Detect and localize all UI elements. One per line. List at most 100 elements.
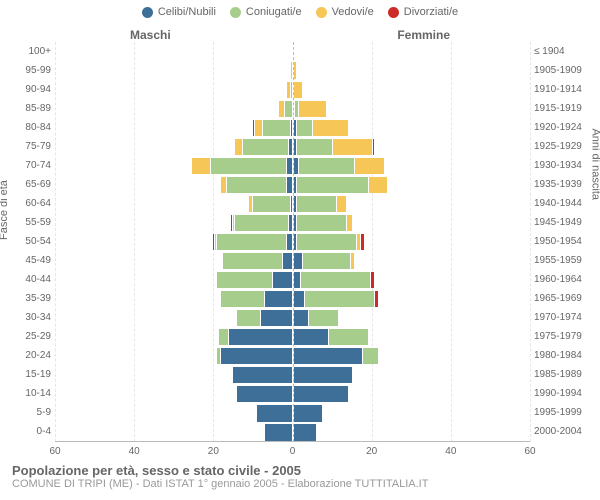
- age-label: 65-69: [18, 180, 51, 190]
- age-label: 15-19: [18, 370, 51, 380]
- bar-segment: [192, 158, 212, 174]
- male-label: Maschi: [130, 28, 171, 42]
- female-side: [293, 62, 531, 78]
- bar-segment: [243, 139, 289, 155]
- female-side: [293, 82, 531, 98]
- x-tick-label: 60: [49, 446, 60, 457]
- bar-segment: [211, 158, 286, 174]
- x-tick-label: 40: [129, 446, 140, 457]
- bar-segment: [221, 291, 265, 307]
- age-label: 90-94: [18, 85, 51, 95]
- year-label: 1935-1939: [534, 180, 582, 190]
- female-side: [293, 329, 531, 345]
- year-label: 1915-1919: [534, 104, 582, 114]
- male-side: [55, 424, 293, 440]
- x-axis: [55, 441, 530, 442]
- male-side: [55, 386, 293, 402]
- age-label: 80-84: [18, 123, 51, 133]
- female-side: [293, 367, 531, 383]
- year-label: 1945-1949: [534, 218, 582, 228]
- legend-label: Coniugati/e: [246, 6, 302, 18]
- legend-swatch: [316, 7, 327, 18]
- bar-segment: [368, 177, 388, 193]
- female-side: [293, 43, 531, 59]
- y-axis-right-title: Anni di nascita: [590, 128, 600, 200]
- x-tick-label: 60: [524, 446, 535, 457]
- bar-segment: [308, 310, 338, 326]
- x-tick-label: 0: [290, 446, 296, 457]
- bar-segment: [312, 120, 348, 136]
- legend: Celibi/NubiliConiugati/eVedovi/eDivorzia…: [0, 6, 600, 18]
- male-side: [55, 310, 293, 326]
- female-side: [293, 158, 531, 174]
- x-tick-label: 40: [445, 446, 456, 457]
- male-side: [55, 405, 293, 421]
- female-side: [293, 196, 531, 212]
- female-side: [293, 310, 531, 326]
- bar-segment: [350, 253, 354, 269]
- x-tick-label: 20: [208, 446, 219, 457]
- male-side: [55, 367, 293, 383]
- bar-segment: [293, 291, 305, 307]
- age-label: 75-79: [18, 142, 51, 152]
- bar-segment: [217, 272, 272, 288]
- age-label: 5-9: [18, 408, 51, 418]
- legend-label: Celibi/Nubili: [158, 6, 216, 18]
- bar-segment: [261, 310, 293, 326]
- bar-segment: [293, 272, 301, 288]
- bar-segment: [362, 348, 378, 364]
- male-side: [55, 291, 293, 307]
- year-label: 1985-1989: [534, 370, 582, 380]
- male-side: [55, 253, 293, 269]
- bar-segment: [227, 177, 286, 193]
- bar-segment: [253, 196, 291, 212]
- legend-item: Celibi/Nubili: [142, 6, 216, 18]
- male-side: [55, 177, 293, 193]
- bar-segment: [302, 253, 350, 269]
- year-label: ≤ 1904: [534, 47, 565, 57]
- female-side: [293, 234, 531, 250]
- bar-segment: [354, 158, 384, 174]
- bar-segment: [217, 234, 286, 250]
- age-label: 95-99: [18, 66, 51, 76]
- age-label: 60-64: [18, 199, 51, 209]
- bar-segment: [293, 329, 329, 345]
- bar-segment: [296, 234, 355, 250]
- age-label: 100+: [18, 47, 51, 57]
- male-side: [55, 120, 293, 136]
- male-side: [55, 62, 293, 78]
- year-label: 1910-1914: [534, 85, 582, 95]
- male-side: [55, 329, 293, 345]
- age-label: 35-39: [18, 294, 51, 304]
- legend-item: Divorziati/e: [388, 6, 458, 18]
- bar-segment: [273, 272, 293, 288]
- year-label: 2000-2004: [534, 427, 582, 437]
- bar-segment: [293, 82, 303, 98]
- bar-segment: [233, 367, 292, 383]
- age-label: 40-44: [18, 275, 51, 285]
- bar-segment: [298, 101, 326, 117]
- year-label: 1920-1924: [534, 123, 582, 133]
- bar-segment: [235, 139, 243, 155]
- bar-segment: [336, 196, 346, 212]
- year-label: 1950-1954: [534, 237, 582, 247]
- bar-segment: [293, 348, 362, 364]
- bar-segment: [374, 291, 378, 307]
- bar-segment: [219, 329, 229, 345]
- female-side: [293, 139, 531, 155]
- bar-segment: [328, 329, 368, 345]
- year-label: 1955-1959: [534, 256, 582, 266]
- year-label: 1970-1974: [534, 313, 582, 323]
- chart-title: Popolazione per età, sesso e stato civil…: [12, 463, 588, 478]
- bar-segment: [293, 424, 317, 440]
- bar-segment: [255, 120, 263, 136]
- female-side: [293, 120, 531, 136]
- y-axis-left-title: Fasce di età: [0, 180, 10, 240]
- footer: Popolazione per età, sesso e stato civil…: [12, 463, 588, 490]
- female-side: [293, 405, 531, 421]
- legend-label: Divorziati/e: [404, 6, 458, 18]
- male-side: [55, 82, 293, 98]
- female-side: [293, 101, 531, 117]
- legend-swatch: [388, 7, 399, 18]
- bar-segment: [300, 272, 369, 288]
